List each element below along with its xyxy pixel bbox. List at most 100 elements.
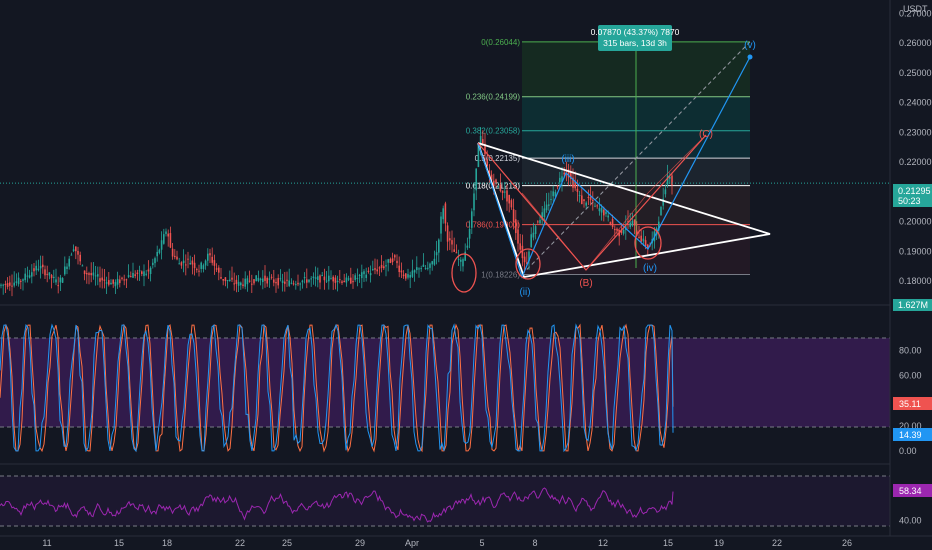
price-tick-label: 0.25000 xyxy=(899,68,932,78)
candle-body xyxy=(189,262,191,265)
candle-body xyxy=(31,272,33,277)
candle-body xyxy=(290,282,293,284)
candle-body xyxy=(464,251,466,261)
candle-body xyxy=(596,205,598,207)
candle-body xyxy=(490,174,493,181)
candle-body xyxy=(299,283,301,285)
candle-body xyxy=(378,267,381,269)
time-tick-label: 15 xyxy=(663,538,673,548)
candle-body xyxy=(26,275,29,277)
candle-body xyxy=(281,280,284,283)
candle-body xyxy=(537,221,539,223)
candle-body xyxy=(367,270,370,272)
candle-body xyxy=(220,277,222,279)
candle-body xyxy=(405,273,407,279)
candle-body xyxy=(433,258,436,265)
elliott-wave-drawings[interactable] xyxy=(451,54,771,293)
candle-body xyxy=(136,272,139,275)
candle-body xyxy=(352,280,354,283)
time-tick-label: 26 xyxy=(842,538,852,548)
candle-body xyxy=(253,279,255,284)
price-pane[interactable]: 0(0.26044) 0.236(0.24199) 0.382(0.23058) 0.… xyxy=(0,38,890,298)
candle-body xyxy=(200,262,202,269)
candle-body xyxy=(53,276,55,278)
candle-body xyxy=(609,221,612,225)
stochastic-pane[interactable] xyxy=(0,323,890,453)
candle-body xyxy=(246,278,249,285)
candle-body xyxy=(515,219,517,234)
candle-body xyxy=(600,208,603,213)
candle-body xyxy=(50,275,53,279)
measure-badge: 0.07870 (43.37%) 7870 315 bars, 13d 3h xyxy=(591,25,680,51)
candle-body xyxy=(88,273,90,275)
candle-body xyxy=(279,278,282,280)
candle-body xyxy=(114,282,117,287)
candle-body xyxy=(420,268,422,270)
candle-body xyxy=(640,235,642,242)
candle-body xyxy=(336,280,339,283)
time-tick-label: 19 xyxy=(714,538,724,548)
candle-body xyxy=(446,225,449,242)
candle-body xyxy=(262,278,264,283)
candle-body xyxy=(361,272,363,279)
corrective-channel xyxy=(521,134,707,271)
candle-body xyxy=(198,270,200,272)
candle-body xyxy=(0,284,2,286)
candle-body xyxy=(259,278,262,281)
wave-label: (B) xyxy=(579,278,592,289)
candle-body xyxy=(207,253,209,261)
wave-labels: (ii) (iii) (iv) (v) (B) (C) xyxy=(519,40,755,298)
candle-body xyxy=(345,277,348,283)
candle-body xyxy=(534,226,537,234)
candle-body xyxy=(530,234,532,248)
candle-body xyxy=(145,273,147,275)
candle-body xyxy=(479,135,482,149)
candle-body xyxy=(548,204,550,206)
candle-body xyxy=(119,279,121,284)
rsi-pane[interactable] xyxy=(0,475,890,527)
candle-body xyxy=(75,246,77,252)
candle-body xyxy=(642,238,645,242)
wave-label: (C) xyxy=(699,129,713,140)
candle-body xyxy=(130,276,132,278)
measure-diagonal xyxy=(521,41,751,275)
price-axis[interactable]: USDT 0.27000 0.26000 0.25000 0.24000 0.23000… xyxy=(889,0,932,550)
candle-body xyxy=(17,277,20,285)
wave-label: (v) xyxy=(744,40,756,51)
candle-body xyxy=(552,191,554,197)
candle-body xyxy=(603,209,605,216)
wave-label: (iii) xyxy=(561,154,574,165)
candle-body xyxy=(9,282,11,286)
candle-body xyxy=(303,276,306,279)
candle-body xyxy=(358,274,361,276)
rsi-tick-label: 40.00 xyxy=(899,515,922,525)
candle-body xyxy=(57,285,59,287)
candle-body xyxy=(592,200,594,202)
stochastic-tick-label: 0.00 xyxy=(899,446,917,456)
candle-body xyxy=(528,251,530,262)
candle-body xyxy=(543,208,546,218)
candle-body xyxy=(521,245,524,259)
time-tick-label: 15 xyxy=(114,538,124,548)
candle-body xyxy=(176,256,178,260)
time-tick-label: 12 xyxy=(598,538,608,548)
time-axis[interactable]: 11 15 18 22 25 29 Apr 5 8 12 15 19 22 26 xyxy=(0,535,932,550)
candle-body xyxy=(233,283,235,285)
fib-level-label: 0.786(0.19900) xyxy=(466,221,521,230)
candle-body xyxy=(550,198,552,200)
candle-body xyxy=(394,255,396,258)
candle-body xyxy=(660,206,662,216)
fib-level-label: 1(0.18226) xyxy=(481,270,520,279)
price-tick-label: 0.23000 xyxy=(899,127,932,137)
candle-body xyxy=(334,277,337,283)
candle-body xyxy=(154,258,156,264)
candle-body xyxy=(231,277,233,280)
fib-level-label: 0.382(0.23058) xyxy=(466,127,521,136)
candle-body xyxy=(295,284,297,286)
candle-body xyxy=(526,262,528,264)
candle-body xyxy=(468,229,471,239)
candle-body xyxy=(493,180,495,187)
fib-level-label: 0.236(0.24199) xyxy=(466,93,521,102)
candle-body xyxy=(182,260,185,264)
